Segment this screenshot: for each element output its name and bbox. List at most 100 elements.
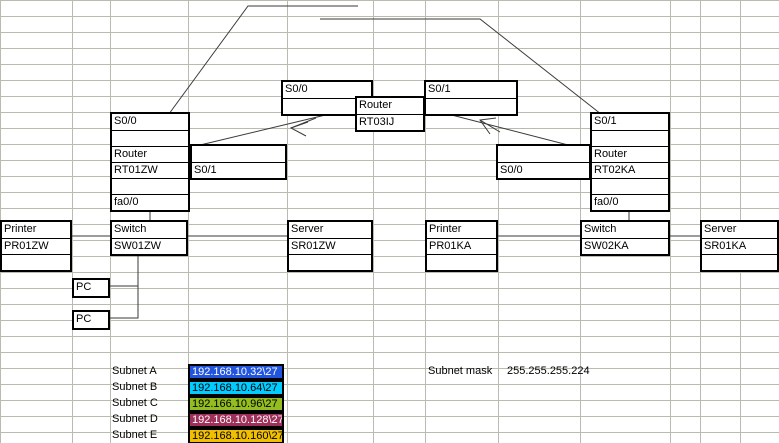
grid-row-line xyxy=(0,272,779,273)
grid-row-line xyxy=(0,288,779,289)
grid-row-line xyxy=(0,400,779,401)
wan-link-center-right xyxy=(439,111,573,147)
router-center-iface-right-ip: 192.168.10.97 xyxy=(426,98,516,114)
server-left-type-label: Server xyxy=(289,222,371,238)
switch-right-name: SW02KA xyxy=(582,238,668,254)
grid-row-line xyxy=(0,256,779,257)
grid-column-line xyxy=(72,0,73,443)
legend-subnet-swatch: 192.168.10.128\27 xyxy=(188,412,284,428)
subnet-mask-label: Subnet mask xyxy=(428,365,493,377)
pc-left-1-label: PC xyxy=(74,280,108,296)
router-left-iface-lan-label: fa0/0 xyxy=(112,194,188,210)
grid-row-line xyxy=(0,208,779,209)
grid-row-line xyxy=(0,384,779,385)
legend-subnet-swatch: 192.168.10.160\27 xyxy=(188,428,284,443)
router-left-iface-side-label: S0/1 xyxy=(192,162,285,178)
switch-right-type-label: Switch xyxy=(582,222,668,238)
grid-row-line xyxy=(0,80,779,81)
switch-right[interactable]: Switch SW02KA xyxy=(580,220,670,256)
router-left[interactable]: S0/0 192.168.10.163 Router RT01ZW 192.16… xyxy=(110,112,190,212)
server-right[interactable]: Server SR01KA 192.168.10.130 xyxy=(700,220,779,272)
grid-row-line xyxy=(0,432,779,433)
router-right-iface-side-label: S0/0 xyxy=(498,162,589,178)
grid-row-line xyxy=(0,240,779,241)
router-left-iface-lan-ip: 192.168.10.33 xyxy=(112,178,188,194)
grid-column-line xyxy=(373,0,374,443)
router-center[interactable]: Router RT03IJ xyxy=(355,96,425,132)
grid-row-line xyxy=(0,48,779,49)
grid-row-line xyxy=(0,192,779,193)
grid-row-line xyxy=(0,352,779,353)
grid-row-line xyxy=(0,224,779,225)
printer-right[interactable]: Printer PR01KA 192.168.10.131 xyxy=(425,220,498,272)
router-left-iface-top-ip: 192.168.10.163 xyxy=(112,130,188,146)
printer-right-type-label: Printer xyxy=(427,222,496,238)
server-left-ip: 192.168.10.34 xyxy=(289,254,371,270)
router-center-iface-left-label: S0/0 xyxy=(283,82,371,98)
router-left-iface-side[interactable]: 192.168.10.66 S0/1 xyxy=(190,144,287,180)
printer-left-type-label: Printer xyxy=(2,222,70,238)
grid-row-line xyxy=(0,64,779,65)
subnet-mask-value: 255.255.255.224 xyxy=(507,365,590,377)
router-right-iface-lan-label: fa0/0 xyxy=(592,194,668,210)
router-right[interactable]: S0/1 192.168.10.162 Router RT02KA 192.16… xyxy=(590,112,670,212)
legend-subnet-label: Subnet D xyxy=(112,413,158,425)
wan-link-left-center xyxy=(195,111,339,147)
switch-left-name: SW01ZW xyxy=(112,238,186,254)
printer-right-ip: 192.168.10.131 xyxy=(427,254,496,270)
server-left-name: SR01ZW xyxy=(289,238,371,254)
grid-row-line xyxy=(0,160,779,161)
legend-subnet-swatch: 192.166.10.96\27 xyxy=(188,396,284,412)
legend-subnet-swatch: 192.168.10.32\27 xyxy=(188,364,284,380)
server-left[interactable]: Server SR01ZW 192.168.10.34 xyxy=(287,220,373,272)
router-right-iface-top-label: S0/1 xyxy=(592,114,668,130)
grid-row-line xyxy=(0,16,779,17)
router-right-name: RT02KA xyxy=(592,162,668,178)
legend-subnet-label: Subnet E xyxy=(112,429,158,441)
lan-link-left-switch-pc1 xyxy=(110,252,139,287)
pc-left-1[interactable]: PC xyxy=(72,278,110,298)
legend-row: Subnet B 192.168.10.64\27 xyxy=(110,380,290,396)
legend-subnet-label: Subnet A xyxy=(112,365,157,377)
legend-subnet-label: Subnet C xyxy=(112,397,158,409)
pc-left-2[interactable]: PC xyxy=(72,310,110,330)
grid-row-line xyxy=(0,368,779,369)
server-right-type-label: Server xyxy=(702,222,777,238)
legend-subnet-label: Subnet B xyxy=(112,381,158,393)
router-right-iface-side-ip: 192.168.10.98 xyxy=(498,146,589,162)
grid-row-line xyxy=(0,32,779,33)
router-center-iface-left-ip: 192.168.10.65 xyxy=(283,98,371,114)
router-center-type-label: Router xyxy=(357,98,423,114)
router-left-iface-side-ip: 192.168.10.66 xyxy=(192,146,285,162)
grid-column-line xyxy=(498,0,499,443)
router-center-iface-right[interactable]: S0/1 192.168.10.97 xyxy=(424,80,518,116)
router-right-iface-side[interactable]: 192.168.10.98 S0/0 xyxy=(496,144,591,180)
server-right-name: SR01KA xyxy=(702,238,777,254)
wan-link-left-top xyxy=(165,5,358,119)
printer-left[interactable]: Printer PR01ZW 192.168.10.35 xyxy=(0,220,72,272)
printer-left-ip: 192.168.10.35 xyxy=(2,254,70,270)
legend-subnet-swatch: 192.168.10.64\27 xyxy=(188,380,284,396)
wan-link-right-top xyxy=(320,18,607,119)
printer-right-name: PR01KA xyxy=(427,238,496,254)
pc-left-2-label: PC xyxy=(74,312,108,328)
wan-link-center-right-tail xyxy=(479,119,501,133)
printer-left-name: PR01ZW xyxy=(2,238,70,254)
router-center-name: RT03IJ xyxy=(357,114,423,130)
grid-column-line xyxy=(188,0,189,443)
grid-row-line xyxy=(0,144,779,145)
grid-row-line xyxy=(0,0,779,1)
router-left-iface-top-label: S0/0 xyxy=(112,114,188,130)
legend-row: Subnet A 192.168.10.32\27 xyxy=(110,364,290,380)
grid-row-line xyxy=(0,336,779,337)
grid-row-line xyxy=(0,304,779,305)
router-left-name: RT01ZW xyxy=(112,162,188,178)
switch-left[interactable]: Switch SW01ZW xyxy=(110,220,188,256)
router-left-type-label: Router xyxy=(112,146,188,162)
router-right-type-label: Router xyxy=(592,146,668,162)
switch-left-type-label: Switch xyxy=(112,222,186,238)
legend-row: Subnet E 192.168.10.160\27 xyxy=(110,428,290,443)
